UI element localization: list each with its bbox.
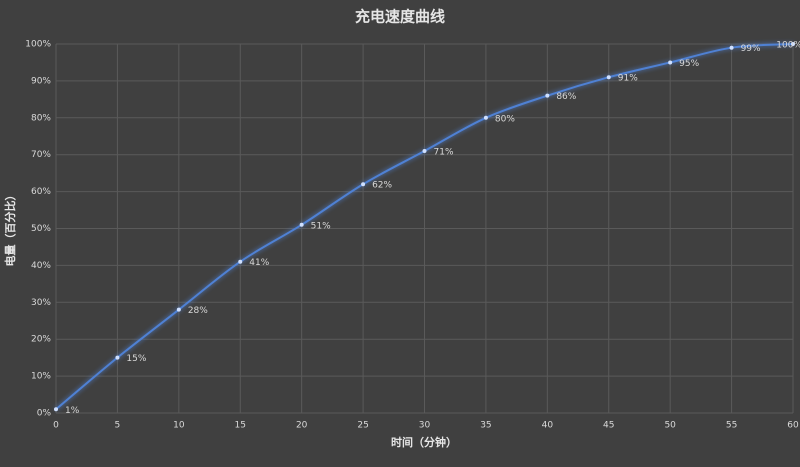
data-point bbox=[115, 355, 120, 360]
data-label: 100% bbox=[776, 41, 800, 51]
y-tick-label: 30% bbox=[31, 298, 51, 308]
data-label: 80% bbox=[495, 114, 515, 124]
y-tick-label: 90% bbox=[31, 76, 51, 86]
data-point bbox=[729, 45, 734, 50]
x-tick-label: 25 bbox=[357, 421, 368, 431]
x-tick-label: 15 bbox=[235, 421, 246, 431]
y-tick-label: 100% bbox=[25, 40, 51, 50]
y-tick-label: 0% bbox=[37, 409, 52, 419]
data-label: 95% bbox=[679, 59, 699, 69]
chart-title: 充电速度曲线 bbox=[355, 8, 445, 26]
data-label: 71% bbox=[434, 148, 454, 158]
x-tick-label: 40 bbox=[542, 421, 554, 431]
data-label: 99% bbox=[741, 44, 761, 54]
data-point bbox=[238, 259, 243, 264]
data-point bbox=[361, 182, 366, 187]
x-tick-label: 20 bbox=[296, 421, 308, 431]
data-point bbox=[54, 407, 58, 412]
y-tick-label: 60% bbox=[31, 187, 51, 197]
y-axis-title: 电量（百分比） bbox=[3, 190, 17, 267]
x-tick-label: 35 bbox=[480, 421, 491, 431]
data-label: 86% bbox=[556, 92, 576, 102]
data-label: 15% bbox=[126, 354, 146, 364]
x-tick-label: 60 bbox=[787, 421, 799, 431]
data-point bbox=[176, 307, 181, 312]
x-tick-label: 45 bbox=[603, 421, 614, 431]
data-point bbox=[422, 149, 427, 154]
data-point bbox=[791, 42, 795, 46]
x-tick-label: 10 bbox=[173, 421, 185, 431]
data-point bbox=[299, 222, 304, 227]
data-label: 62% bbox=[372, 181, 392, 191]
y-tick-label: 40% bbox=[31, 261, 51, 271]
data-point bbox=[606, 75, 611, 80]
data-point bbox=[668, 60, 673, 65]
y-tick-label: 20% bbox=[31, 335, 51, 345]
data-point bbox=[483, 115, 488, 120]
x-tick-label: 50 bbox=[664, 421, 676, 431]
data-label: 41% bbox=[249, 258, 269, 268]
y-tick-label: 80% bbox=[31, 113, 51, 123]
y-tick-label: 10% bbox=[31, 372, 51, 382]
y-tick-label: 70% bbox=[31, 150, 51, 160]
data-label: 1% bbox=[65, 406, 80, 416]
data-label: 91% bbox=[618, 74, 638, 84]
x-tick-label: 55 bbox=[726, 421, 737, 431]
x-tick-label: 30 bbox=[419, 421, 431, 431]
x-axis-title: 时间（分钟） bbox=[391, 435, 457, 449]
y-tick-label: 50% bbox=[31, 224, 51, 234]
data-label: 51% bbox=[311, 221, 331, 231]
x-tick-label: 0 bbox=[53, 421, 59, 431]
data-point bbox=[545, 93, 550, 98]
data-label: 28% bbox=[188, 306, 208, 316]
x-tick-label: 5 bbox=[115, 421, 121, 431]
